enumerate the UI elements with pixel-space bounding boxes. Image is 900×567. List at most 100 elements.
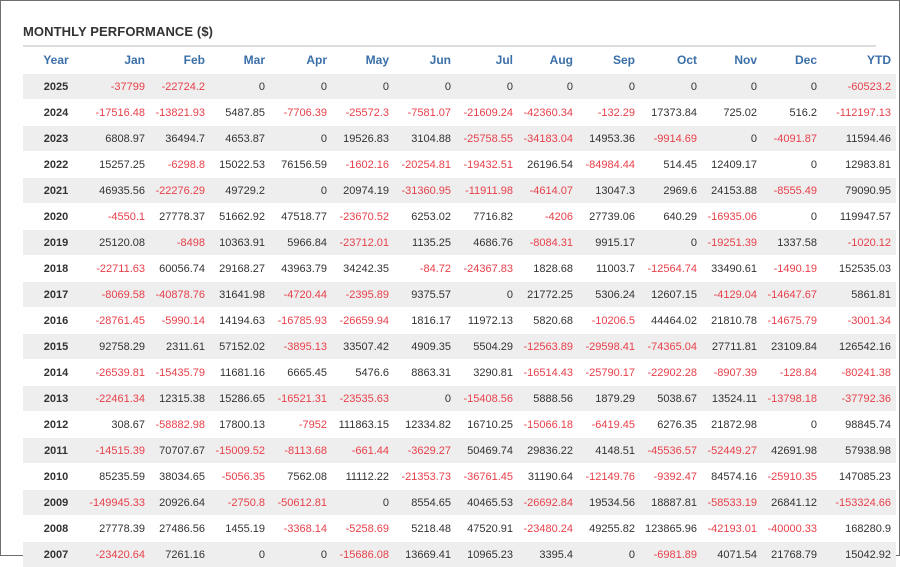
month-value-cell: 8554.65 [394, 490, 456, 516]
month-value-cell: -16514.43 [518, 360, 578, 386]
month-value-cell: 11003.7 [578, 256, 640, 282]
month-value-cell: -16785.93 [270, 308, 332, 334]
column-header-aug[interactable]: Aug [518, 47, 578, 74]
year-cell: 2021 [23, 178, 89, 204]
month-value-cell: 60056.74 [150, 256, 210, 282]
year-cell: 2011 [23, 438, 89, 464]
column-header-nov[interactable]: Nov [702, 47, 762, 74]
month-value-cell: -9392.47 [640, 464, 702, 490]
month-value-cell: 1879.29 [578, 386, 640, 412]
column-header-year[interactable]: Year [23, 47, 89, 74]
column-header-may[interactable]: May [332, 47, 394, 74]
month-value-cell: -12563.89 [518, 334, 578, 360]
month-value-cell: -25910.35 [762, 464, 822, 490]
month-value-cell: -8498 [150, 230, 210, 256]
month-value-cell: 38034.65 [150, 464, 210, 490]
column-header-feb[interactable]: Feb [150, 47, 210, 74]
month-value-cell: 13047.3 [578, 178, 640, 204]
column-header-mar[interactable]: Mar [210, 47, 270, 74]
month-value-cell: -84984.44 [578, 152, 640, 178]
month-value-cell: -11911.98 [456, 178, 518, 204]
year-cell: 2013 [23, 386, 89, 412]
month-value-cell: 6276.35 [640, 412, 702, 438]
month-value-cell: -24367.83 [456, 256, 518, 282]
month-value-cell: 123865.96 [640, 516, 702, 542]
month-value-cell: 29168.27 [210, 256, 270, 282]
ytd-cell: 126542.16 [822, 334, 896, 360]
month-value-cell: -84.72 [394, 256, 456, 282]
month-value-cell: 4148.51 [578, 438, 640, 464]
panel-title: MONTHLY PERFORMANCE ($) [23, 24, 213, 39]
month-value-cell: 0 [270, 542, 332, 567]
ytd-cell: 79090.95 [822, 178, 896, 204]
month-value-cell: 43963.79 [270, 256, 332, 282]
month-value-cell: 51662.92 [210, 204, 270, 230]
month-value-cell: 27739.06 [578, 204, 640, 230]
month-value-cell: 15022.53 [210, 152, 270, 178]
month-value-cell: 16710.25 [456, 412, 518, 438]
month-value-cell: 57152.02 [210, 334, 270, 360]
month-value-cell: -22711.63 [89, 256, 150, 282]
column-header-jan[interactable]: Jan [89, 47, 150, 74]
month-value-cell: 725.02 [702, 100, 762, 126]
month-value-cell: -22461.34 [89, 386, 150, 412]
month-value-cell: 308.67 [89, 412, 150, 438]
month-value-cell: -4550.1 [89, 204, 150, 230]
month-value-cell: -16935.06 [702, 204, 762, 230]
month-value-cell: 0 [394, 74, 456, 100]
month-value-cell: 0 [578, 542, 640, 567]
month-value-cell: -8113.68 [270, 438, 332, 464]
month-value-cell: 12607.15 [640, 282, 702, 308]
ytd-cell: 119947.57 [822, 204, 896, 230]
month-value-cell: -7706.39 [270, 100, 332, 126]
month-value-cell: -42193.01 [702, 516, 762, 542]
month-value-cell: -25572.3 [332, 100, 394, 126]
month-value-cell: 0 [210, 74, 270, 100]
month-value-cell: -132.29 [578, 100, 640, 126]
month-value-cell: 0 [270, 126, 332, 152]
month-value-cell: 5820.68 [518, 308, 578, 334]
ytd-cell: 5861.81 [822, 282, 896, 308]
year-cell: 2024 [23, 100, 89, 126]
column-header-jun[interactable]: Jun [394, 47, 456, 74]
month-value-cell: 111863.15 [332, 412, 394, 438]
year-cell: 2023 [23, 126, 89, 152]
month-value-cell: -22724.2 [150, 74, 210, 100]
month-value-cell: 6665.45 [270, 360, 332, 386]
ytd-cell: -3001.34 [822, 308, 896, 334]
column-header-dec[interactable]: Dec [762, 47, 822, 74]
month-value-cell: 11681.16 [210, 360, 270, 386]
column-header-sep[interactable]: Sep [578, 47, 640, 74]
column-header-oct[interactable]: Oct [640, 47, 702, 74]
month-value-cell: 33490.61 [702, 256, 762, 282]
month-value-cell: 18887.81 [640, 490, 702, 516]
month-value-cell: 10363.91 [210, 230, 270, 256]
month-value-cell: -21353.73 [394, 464, 456, 490]
month-value-cell: 0 [210, 542, 270, 567]
month-value-cell: 44464.02 [640, 308, 702, 334]
year-cell: 2015 [23, 334, 89, 360]
month-value-cell: -34183.04 [518, 126, 578, 152]
column-header-apr[interactable]: Apr [270, 47, 332, 74]
month-value-cell: 5218.48 [394, 516, 456, 542]
year-cell: 2010 [23, 464, 89, 490]
ytd-cell: 15042.92 [822, 542, 896, 567]
month-value-cell: -3629.27 [394, 438, 456, 464]
month-value-cell: -128.84 [762, 360, 822, 386]
month-value-cell: 12409.17 [702, 152, 762, 178]
month-value-cell: -31360.95 [394, 178, 456, 204]
column-header-jul[interactable]: Jul [456, 47, 518, 74]
column-header-ytd[interactable]: YTD [822, 47, 896, 74]
month-value-cell: -12149.76 [578, 464, 640, 490]
